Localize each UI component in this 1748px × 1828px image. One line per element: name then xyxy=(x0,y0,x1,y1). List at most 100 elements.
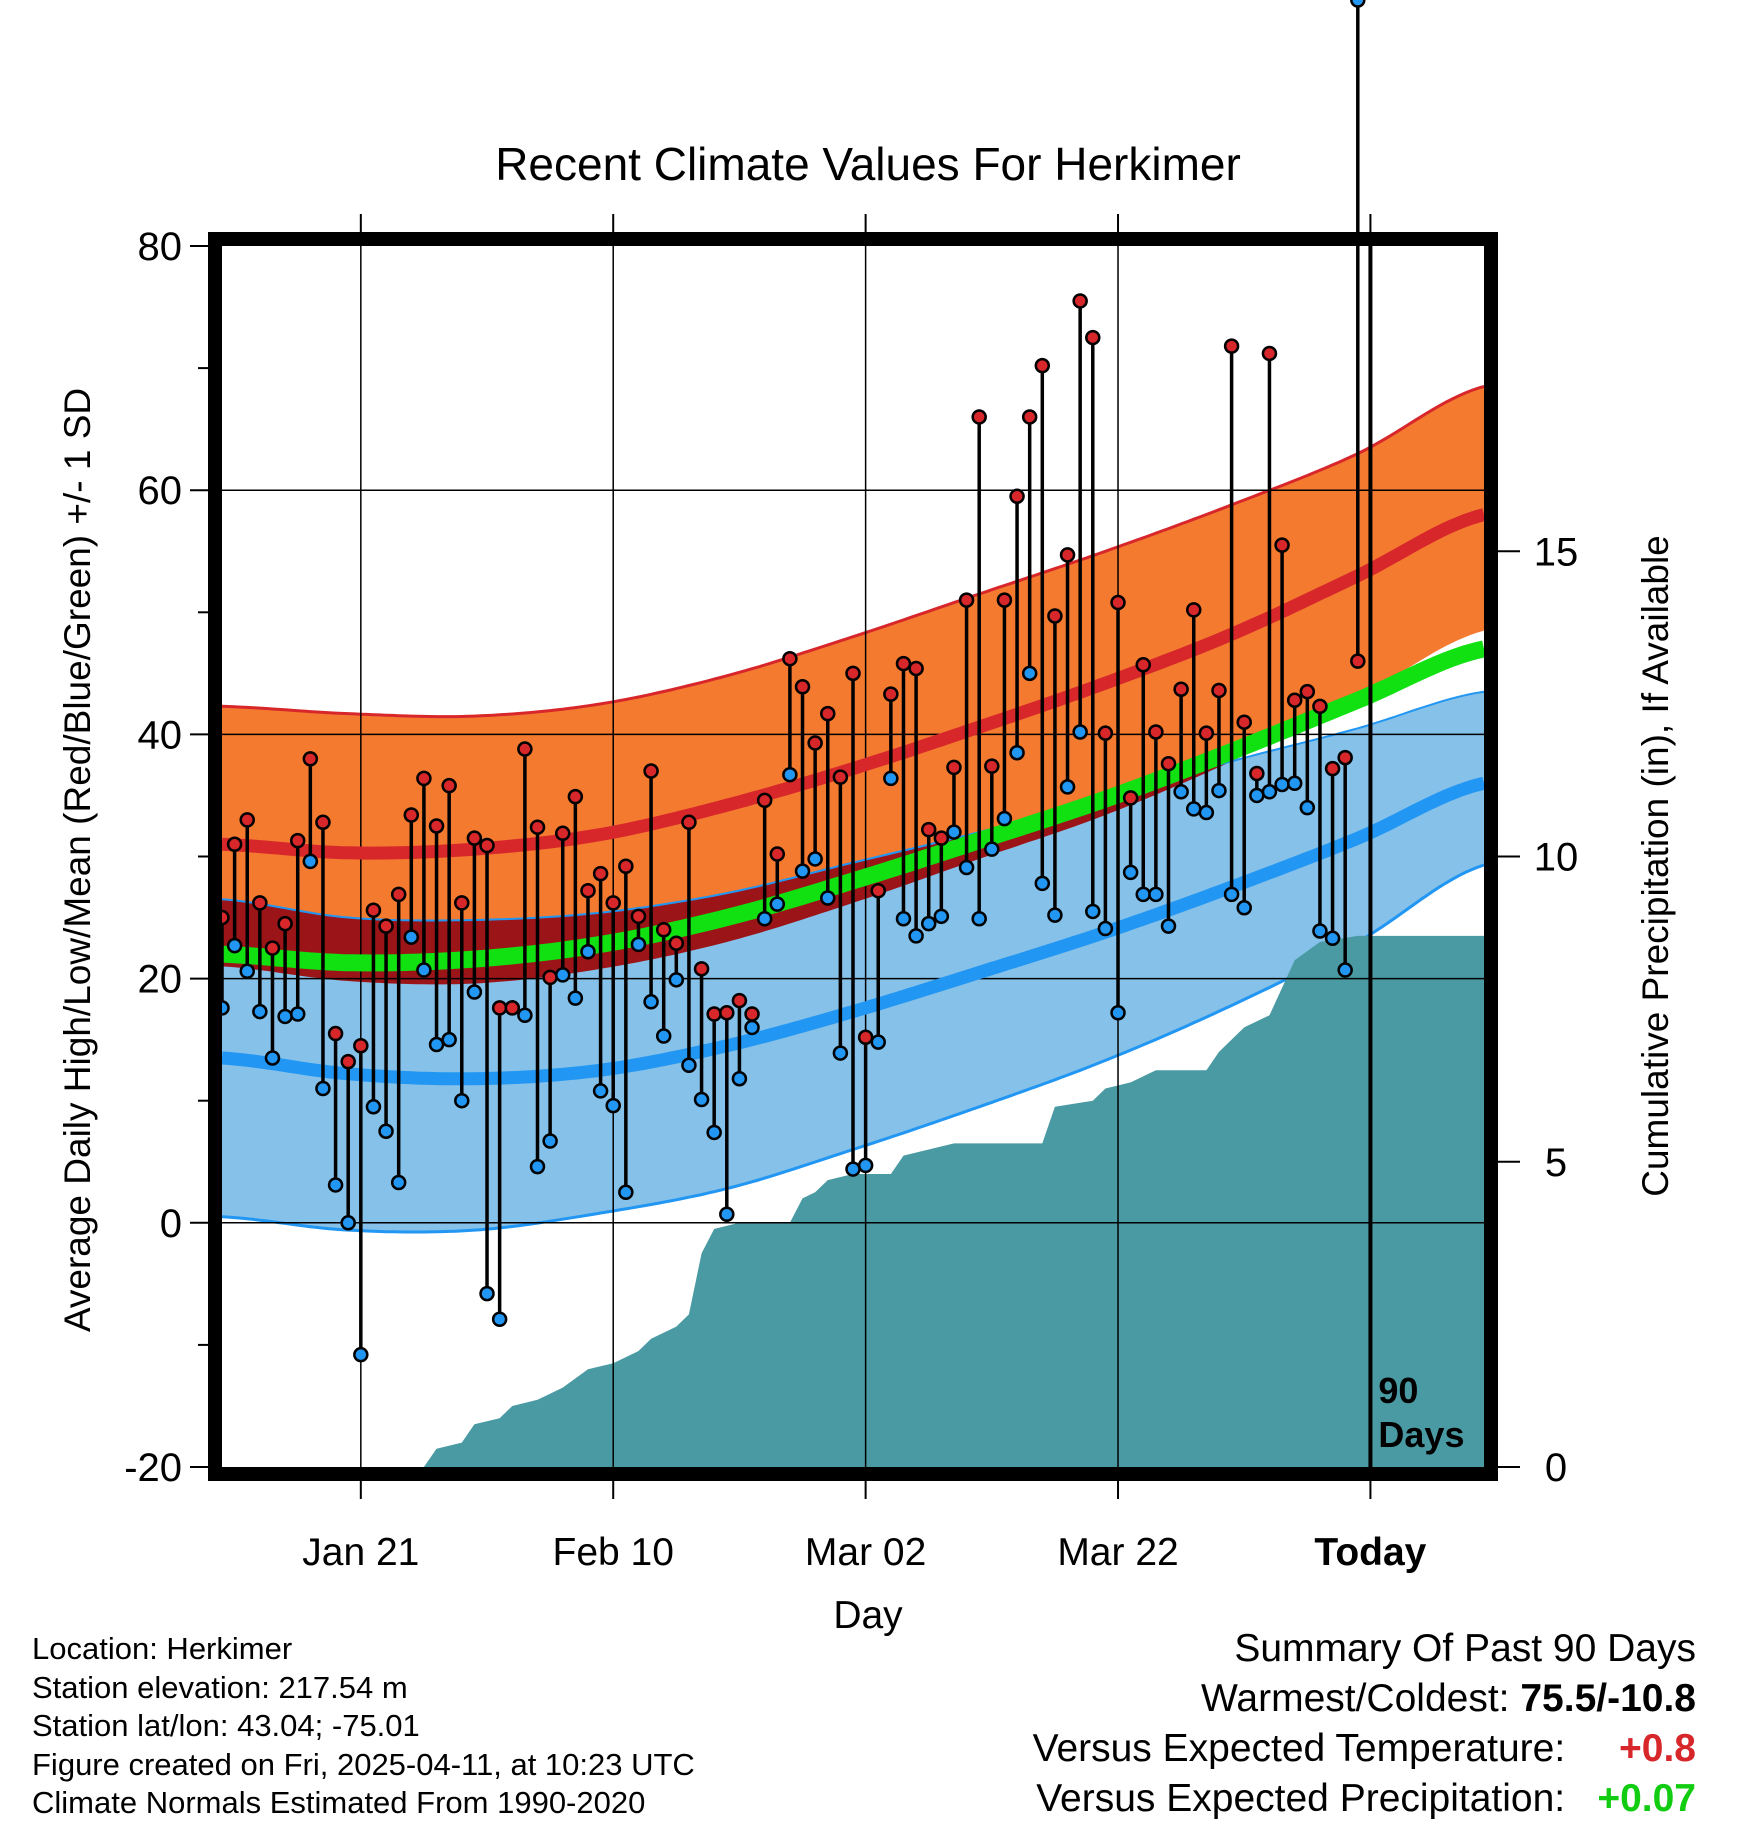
daily-low-point xyxy=(1021,665,1038,682)
daily-high-point xyxy=(390,886,407,903)
daily-low-point xyxy=(895,911,912,927)
daily-high-point xyxy=(1312,698,1328,715)
daily-low-point xyxy=(1337,962,1353,978)
daily-high-point xyxy=(1324,760,1341,777)
daily-low-point xyxy=(454,1092,470,1109)
daily-high-point xyxy=(719,1005,735,1021)
daily-low-point xyxy=(605,1097,621,1114)
summary-temp: Versus Expected Temperature: +0.8 xyxy=(1033,1724,1696,1774)
created-text: Figure created on Fri, 2025-04-11, at 10… xyxy=(32,1746,695,1782)
warm-cold-value: 75.5/-10.8 xyxy=(1520,1677,1696,1720)
daily-low-point xyxy=(971,911,987,927)
daily-high-point xyxy=(580,882,596,899)
daily-low-point xyxy=(491,1311,508,1328)
x-tick-label: Feb 10 xyxy=(553,1531,674,1574)
daily-high-point xyxy=(1299,683,1316,700)
daily-low-point xyxy=(390,1174,407,1191)
daily-low-point xyxy=(655,1028,672,1044)
daily-high-point xyxy=(592,865,609,882)
daily-low-point xyxy=(428,1036,445,1053)
daily-low-point xyxy=(1211,782,1227,799)
daily-high-point xyxy=(428,818,445,834)
daily-low-point xyxy=(1249,787,1265,804)
daily-high-point xyxy=(353,1038,369,1054)
daily-high-point xyxy=(984,758,1000,774)
daily-low-point xyxy=(1261,784,1278,800)
daily-low-point xyxy=(264,1050,281,1066)
daily-low-point xyxy=(239,963,255,980)
daily-low-point xyxy=(580,943,596,960)
daily-high-point xyxy=(655,922,672,938)
today-days-word: Days xyxy=(1378,1414,1464,1455)
daily-low-point xyxy=(744,1019,760,1036)
daily-low-point xyxy=(1135,886,1152,903)
daily-low-point xyxy=(769,896,786,912)
daily-high-point xyxy=(1249,765,1265,782)
daily-high-point xyxy=(378,918,394,934)
y-tick-label: 0 xyxy=(160,1202,182,1246)
daily-high-point xyxy=(1047,608,1063,624)
daily-high-point xyxy=(1122,790,1139,806)
daily-low-point xyxy=(731,1070,748,1087)
daily-high-point xyxy=(365,902,382,918)
daily-low-point xyxy=(946,824,962,840)
temp-value: +0.8 xyxy=(1619,1727,1696,1770)
daily-high-point xyxy=(845,665,861,682)
daily-low-point xyxy=(630,936,647,953)
daily-low-point xyxy=(756,911,773,927)
daily-high-point xyxy=(681,814,697,831)
daily-low-point xyxy=(567,990,584,1006)
daily-high-point xyxy=(479,837,495,854)
normals-text: Climate Normals Estimated From 1990-2020 xyxy=(32,1785,646,1820)
daily-high-point xyxy=(1059,547,1076,563)
daily-low-point xyxy=(1173,784,1189,800)
daily-low-point xyxy=(794,863,811,879)
daily-high-point xyxy=(466,830,483,846)
y-tick-label: 20 xyxy=(138,958,183,1002)
daily-high-point xyxy=(1223,338,1240,354)
daily-low-point xyxy=(1034,875,1051,892)
daily-high-point xyxy=(567,788,584,805)
daily-high-point xyxy=(920,821,937,838)
daily-low-point xyxy=(1350,0,1366,8)
daily-low-point xyxy=(592,1083,609,1099)
daily-low-point xyxy=(226,937,243,954)
daily-high-point xyxy=(554,825,571,842)
daily-low-point xyxy=(782,766,798,783)
daily-high-point xyxy=(933,830,950,846)
daily-low-point xyxy=(1324,930,1341,947)
daily-low-point xyxy=(1110,1005,1126,1021)
daily-high-point xyxy=(1110,594,1126,611)
y2-tick-label: 10 xyxy=(1534,836,1579,880)
daily-low-point xyxy=(1160,918,1177,934)
summary-panel: Summary Of Past 90 Days Warmest/Coldest:… xyxy=(1033,1624,1696,1824)
precip-value: +0.07 xyxy=(1597,1777,1696,1820)
precip-label: Versus Expected Precipitation: xyxy=(1036,1777,1566,1820)
daily-high-point xyxy=(315,814,331,831)
daily-high-point xyxy=(517,741,533,757)
daily-low-point xyxy=(820,890,836,906)
daily-high-point xyxy=(1160,755,1177,772)
daily-low-point xyxy=(1009,744,1025,761)
daily-high-point xyxy=(542,969,558,986)
daily-low-point xyxy=(832,1045,849,1061)
daily-low-point xyxy=(996,810,1013,827)
daily-low-point xyxy=(920,915,937,932)
daily-high-point xyxy=(857,1029,874,1045)
chart-title: Recent Climate Values For Herkimer xyxy=(495,138,1241,190)
daily-low-point xyxy=(1148,886,1164,903)
daily-high-point xyxy=(302,751,319,767)
daily-low-point xyxy=(1122,864,1139,881)
daily-low-point xyxy=(1198,804,1215,821)
daily-high-point xyxy=(731,992,748,1009)
daily-high-point xyxy=(870,882,886,899)
daily-high-point xyxy=(908,660,924,677)
x-axis-label: Day xyxy=(833,1594,903,1637)
daily-high-point xyxy=(744,1006,760,1022)
location-text: Location: Herkimer xyxy=(32,1631,293,1666)
daily-high-point xyxy=(416,770,432,787)
y2-axis-label: Cumulative Precipitation (in), If Availa… xyxy=(1635,535,1676,1197)
high-upper-edge xyxy=(221,384,1485,719)
daily-low-point xyxy=(403,929,420,945)
summary-precip: Versus Expected Precipitation: +0.07 xyxy=(1033,1774,1696,1824)
